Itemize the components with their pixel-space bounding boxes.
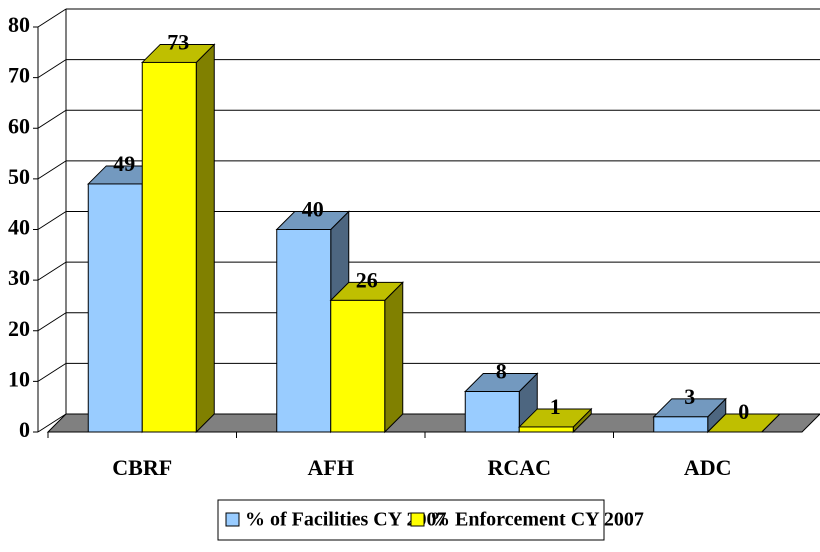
legend-swatch (410, 512, 425, 527)
y-tick-label: 60 (8, 113, 30, 138)
data-label: 3 (684, 384, 695, 409)
grid-line (37, 312, 67, 332)
y-tick-label: 30 (8, 265, 30, 290)
grid-line (37, 59, 67, 79)
y-tick-label: 10 (8, 366, 30, 391)
legend-label: % Enforcement CY 2007 (430, 509, 644, 531)
legend-label: % of Facilities CY 2007 (245, 509, 446, 531)
bar (87, 183, 143, 433)
grid-line (37, 362, 67, 382)
bar (276, 229, 332, 433)
x-tick-label: AFH (308, 455, 354, 480)
bar (653, 416, 709, 433)
x-tick-label: ADC (684, 455, 732, 480)
x-tick-label: CBRF (112, 455, 172, 480)
data-label: 1 (550, 394, 561, 419)
grid-line (37, 211, 67, 230)
data-label: 49 (113, 151, 135, 176)
data-label: 26 (356, 267, 378, 292)
data-label: 40 (302, 197, 324, 222)
bar (464, 391, 520, 433)
bar-side (195, 43, 215, 434)
grid-line (37, 413, 67, 433)
x-tick-label: RCAC (487, 455, 551, 480)
y-tick-label: 40 (8, 215, 30, 240)
grid-line (37, 8, 67, 28)
y-tick-label: 70 (8, 63, 30, 88)
y-tick-label: 20 (8, 316, 30, 341)
data-label: 8 (496, 359, 507, 384)
y-tick-label: 50 (8, 164, 30, 189)
bar (518, 426, 574, 433)
data-label: 0 (738, 399, 749, 424)
bar (141, 61, 197, 433)
bar (330, 299, 386, 433)
bar-side (384, 281, 404, 434)
grid-line (37, 109, 67, 129)
bar-top (706, 413, 781, 433)
legend-swatch (225, 512, 240, 527)
grid-line (37, 261, 67, 281)
y-tick-label: 0 (19, 417, 30, 442)
data-label: 73 (167, 29, 189, 54)
grid-line (37, 160, 67, 180)
y-tick-label: 80 (8, 12, 30, 37)
